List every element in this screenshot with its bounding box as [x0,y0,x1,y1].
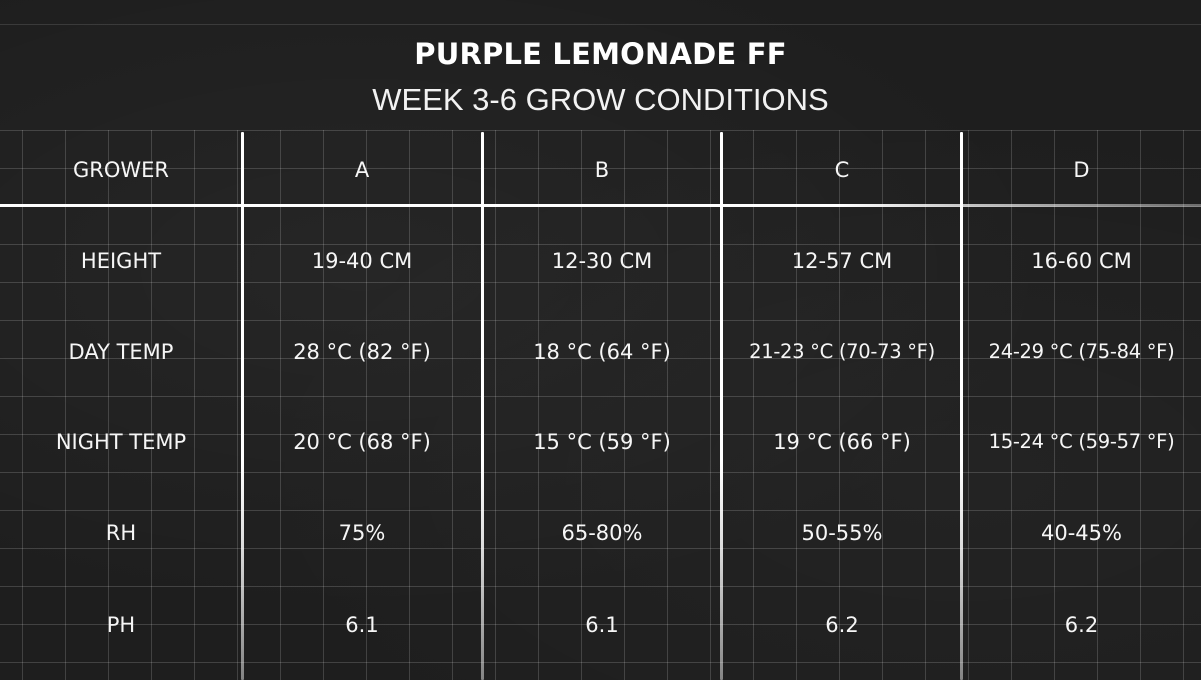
table-row-night-temp: NIGHT TEMP 20 °C (68 °F) 15 °C (59 °F) 1… [0,422,1201,462]
row-label: DAY TEMP [68,340,174,364]
table-row-day-temp: DAY TEMP 28 °C (82 °F) 18 °C (64 °F) 21-… [0,332,1201,372]
cell-c: 19 °C (66 °F) [773,430,911,454]
cell-b: 15 °C (59 °F) [533,430,671,454]
cell-d: 40-45% [1041,521,1122,545]
cell-c: 6.2 [825,613,859,637]
table-header-row: GROWER A B C D [0,150,1201,190]
cell-a: 28 °C (82 °F) [293,340,431,364]
header-divider-line [0,204,1201,207]
cell-c: 12-57 CM [791,249,893,273]
column-divider-1 [241,132,244,680]
page-title: PURPLE LEMONADE FF [414,37,787,71]
column-header-grower: GROWER [72,158,170,182]
column-header-d: D [1073,158,1090,182]
page-subtitle: WEEK 3-6 GROW CONDITIONS [372,82,829,117]
cell-b: 12-30 CM [551,249,653,273]
cell-b: 18 °C (64 °F) [533,340,671,364]
cell-a: 20 °C (68 °F) [293,430,431,454]
row-label: RH [105,521,137,545]
row-label: HEIGHT [80,249,162,273]
table-row-height: HEIGHT 19-40 CM 12-30 CM 12-57 CM 16-60 … [0,241,1201,281]
column-divider-4 [960,132,963,680]
cell-a: 6.1 [345,613,379,637]
top-rule-line [0,24,1201,25]
row-label: NIGHT TEMP [55,430,187,454]
column-divider-2 [481,132,484,680]
table-row-rh: RH 75% 65-80% 50-55% 40-45% [0,513,1201,553]
cell-c: 50-55% [801,521,883,545]
cell-d: 6.2 [1064,613,1099,637]
cell-d: 24-29 °C (75-84 °F) [988,340,1175,363]
grid-background [0,130,1201,680]
table-row-ph: PH 6.1 6.1 6.2 6.2 [0,605,1201,645]
column-divider-3 [720,132,723,680]
cell-a: 75% [338,521,386,545]
cell-d: 15-24 °C (59-57 °F) [988,430,1175,453]
column-header-b: B [594,158,610,182]
column-header-c: C [834,158,850,182]
cell-b: 65-80% [561,521,643,545]
cell-d: 16-60 CM [1031,249,1132,273]
cell-a: 19-40 CM [311,249,413,273]
row-label: PH [106,613,136,637]
cell-b: 6.1 [585,613,619,637]
cell-c: 21-23 °C (70-73 °F) [749,340,935,363]
column-header-a: A [354,158,370,182]
